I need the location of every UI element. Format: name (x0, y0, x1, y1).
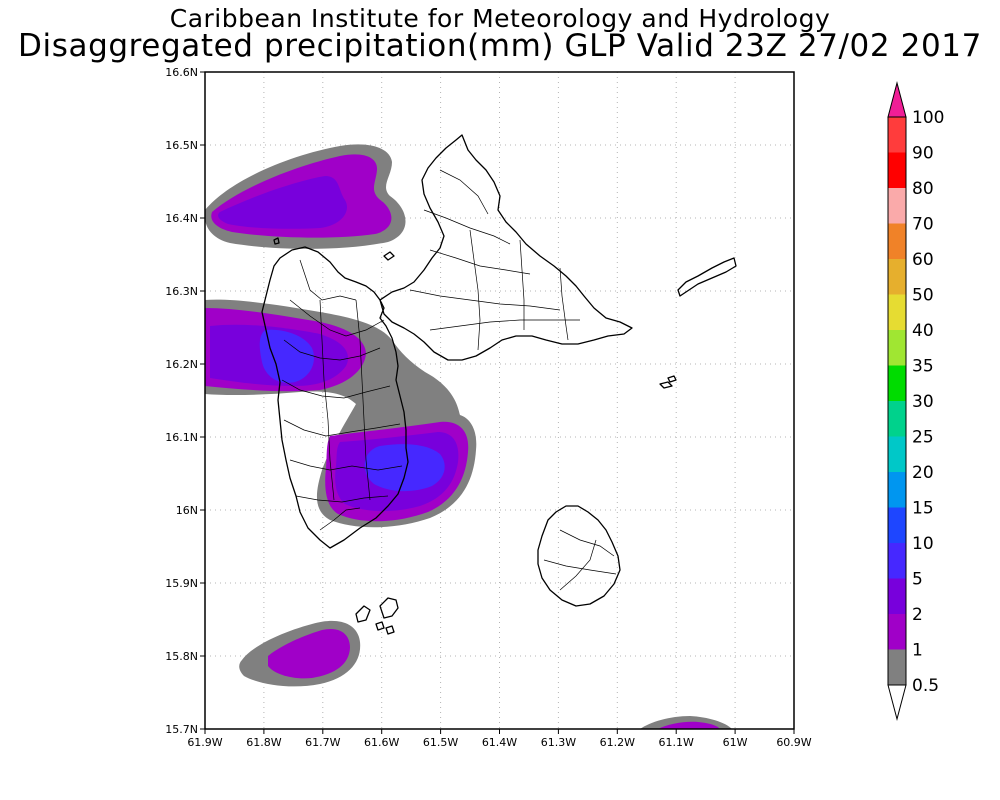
colorbar-swatch (888, 188, 906, 224)
les-saintes-island-1 (355, 605, 371, 623)
rain-area-south-10mm (364, 444, 445, 492)
x-tick-label: 60.9W (776, 736, 811, 749)
rain-area-north-5mm (218, 176, 348, 229)
islet-west (273, 237, 280, 245)
colorbar-swatch (888, 472, 906, 508)
colorbar-label: 5 (912, 570, 923, 590)
colorbar-swatch (888, 330, 906, 366)
colorbar-label: 10 (912, 534, 934, 554)
colorbar-swatch (888, 223, 906, 259)
x-tick-label: 61.3W (541, 736, 576, 749)
map-title-product: Disaggregated precipitation(mm) GLP Vali… (18, 28, 982, 64)
x-tick-label: 61.9W (187, 736, 222, 749)
x-tick-label: 61.8W (246, 736, 281, 749)
petite-terre-islands-2 (667, 375, 677, 383)
colorbar-arrow-top (887, 81, 907, 118)
colorbar-label: 100 (912, 108, 944, 128)
x-tick-label: 61.5W (423, 736, 458, 749)
x-tick-label: 61.1W (659, 736, 694, 749)
y-tick-label: 16.2N (165, 358, 198, 371)
islet-north (383, 251, 395, 261)
y-tick-label: 16.6N (165, 66, 198, 79)
y-tick-label: 16.1N (165, 431, 198, 444)
colorbar-swatch (888, 117, 906, 153)
rain-area-west-10mm (259, 329, 315, 383)
x-axis-ticks: 61.9W 61.8W 61.7W 61.6W 61.5W 61.4W 61.3W 61.2W… (187, 729, 812, 749)
colorbar-swatch (888, 365, 906, 401)
x-tick-label: 61W (723, 736, 748, 749)
marie-galante-coastline (537, 505, 621, 607)
colorbar-label: 90 (912, 144, 934, 164)
colorbar-swatch (888, 152, 906, 188)
colorbar-label: 35 (912, 357, 934, 377)
les-saintes-island-4 (385, 625, 395, 635)
colorbar-label: 80 (912, 179, 934, 199)
colorbar-label: 60 (912, 250, 934, 270)
colorbar-label: 1 (912, 641, 923, 661)
colorbar-swatch (888, 436, 906, 472)
colorbar-label: 40 (912, 321, 934, 341)
colorbar-swatch (888, 543, 906, 579)
colorbar-label: 20 (912, 463, 934, 483)
y-axis-ticks: 16.6N 16.5N 16.4N 16.3N 16.2N 16.1N 16N 15.9N 15… (165, 66, 205, 736)
colorbar-label: 15 (912, 499, 934, 519)
grande-terre-coastline (379, 134, 633, 361)
y-tick-label: 16.5N (165, 139, 198, 152)
petite-terre-islands (659, 381, 673, 389)
colorbar-swatch (888, 578, 906, 614)
colorbar-label: 25 (912, 428, 934, 448)
map-gridlines (205, 72, 794, 729)
basse-terre-coastline (261, 246, 409, 549)
les-saintes-island-3 (375, 621, 385, 631)
rain-area-southeast-edge-2mm (658, 721, 720, 729)
y-tick-label: 16N (176, 504, 198, 517)
y-tick-label: 16.3N (165, 285, 198, 298)
colorbar-label: 2 (912, 605, 923, 625)
colorbar-label: 0.5 (912, 676, 939, 696)
colorbar-label: 50 (912, 286, 934, 306)
la-desirade-coastline (677, 257, 737, 297)
x-tick-label: 61.4W (482, 736, 517, 749)
colorbar-swatch (888, 401, 906, 437)
y-tick-label: 15.9N (165, 577, 198, 590)
les-saintes-island-2 (379, 597, 399, 619)
colorbar-swatch (888, 294, 906, 330)
colorbar-label: 30 (912, 392, 934, 412)
x-tick-label: 61.7W (305, 736, 340, 749)
coastlines (261, 134, 737, 635)
x-tick-label: 61.2W (600, 736, 635, 749)
colorbar-swatch (888, 649, 906, 685)
commune-boundaries (281, 169, 617, 591)
x-tick-label: 61.6W (364, 736, 399, 749)
colorbar-swatch (888, 614, 906, 650)
y-tick-label: 15.7N (165, 723, 198, 736)
colorbar-swatch (888, 507, 906, 543)
precipitation-field (205, 144, 732, 729)
y-tick-label: 15.8N (165, 650, 198, 663)
colorbar-label: 70 (912, 215, 934, 235)
colorbar-outline (887, 116, 907, 686)
map-title-institute: Caribbean Institute for Meteorology and … (169, 4, 831, 33)
colorbar-swatch (888, 259, 906, 295)
rain-area-southwest-2mm (268, 628, 350, 679)
colorbar-arrow-bottom (887, 684, 907, 721)
y-tick-label: 16.4N (165, 212, 198, 225)
